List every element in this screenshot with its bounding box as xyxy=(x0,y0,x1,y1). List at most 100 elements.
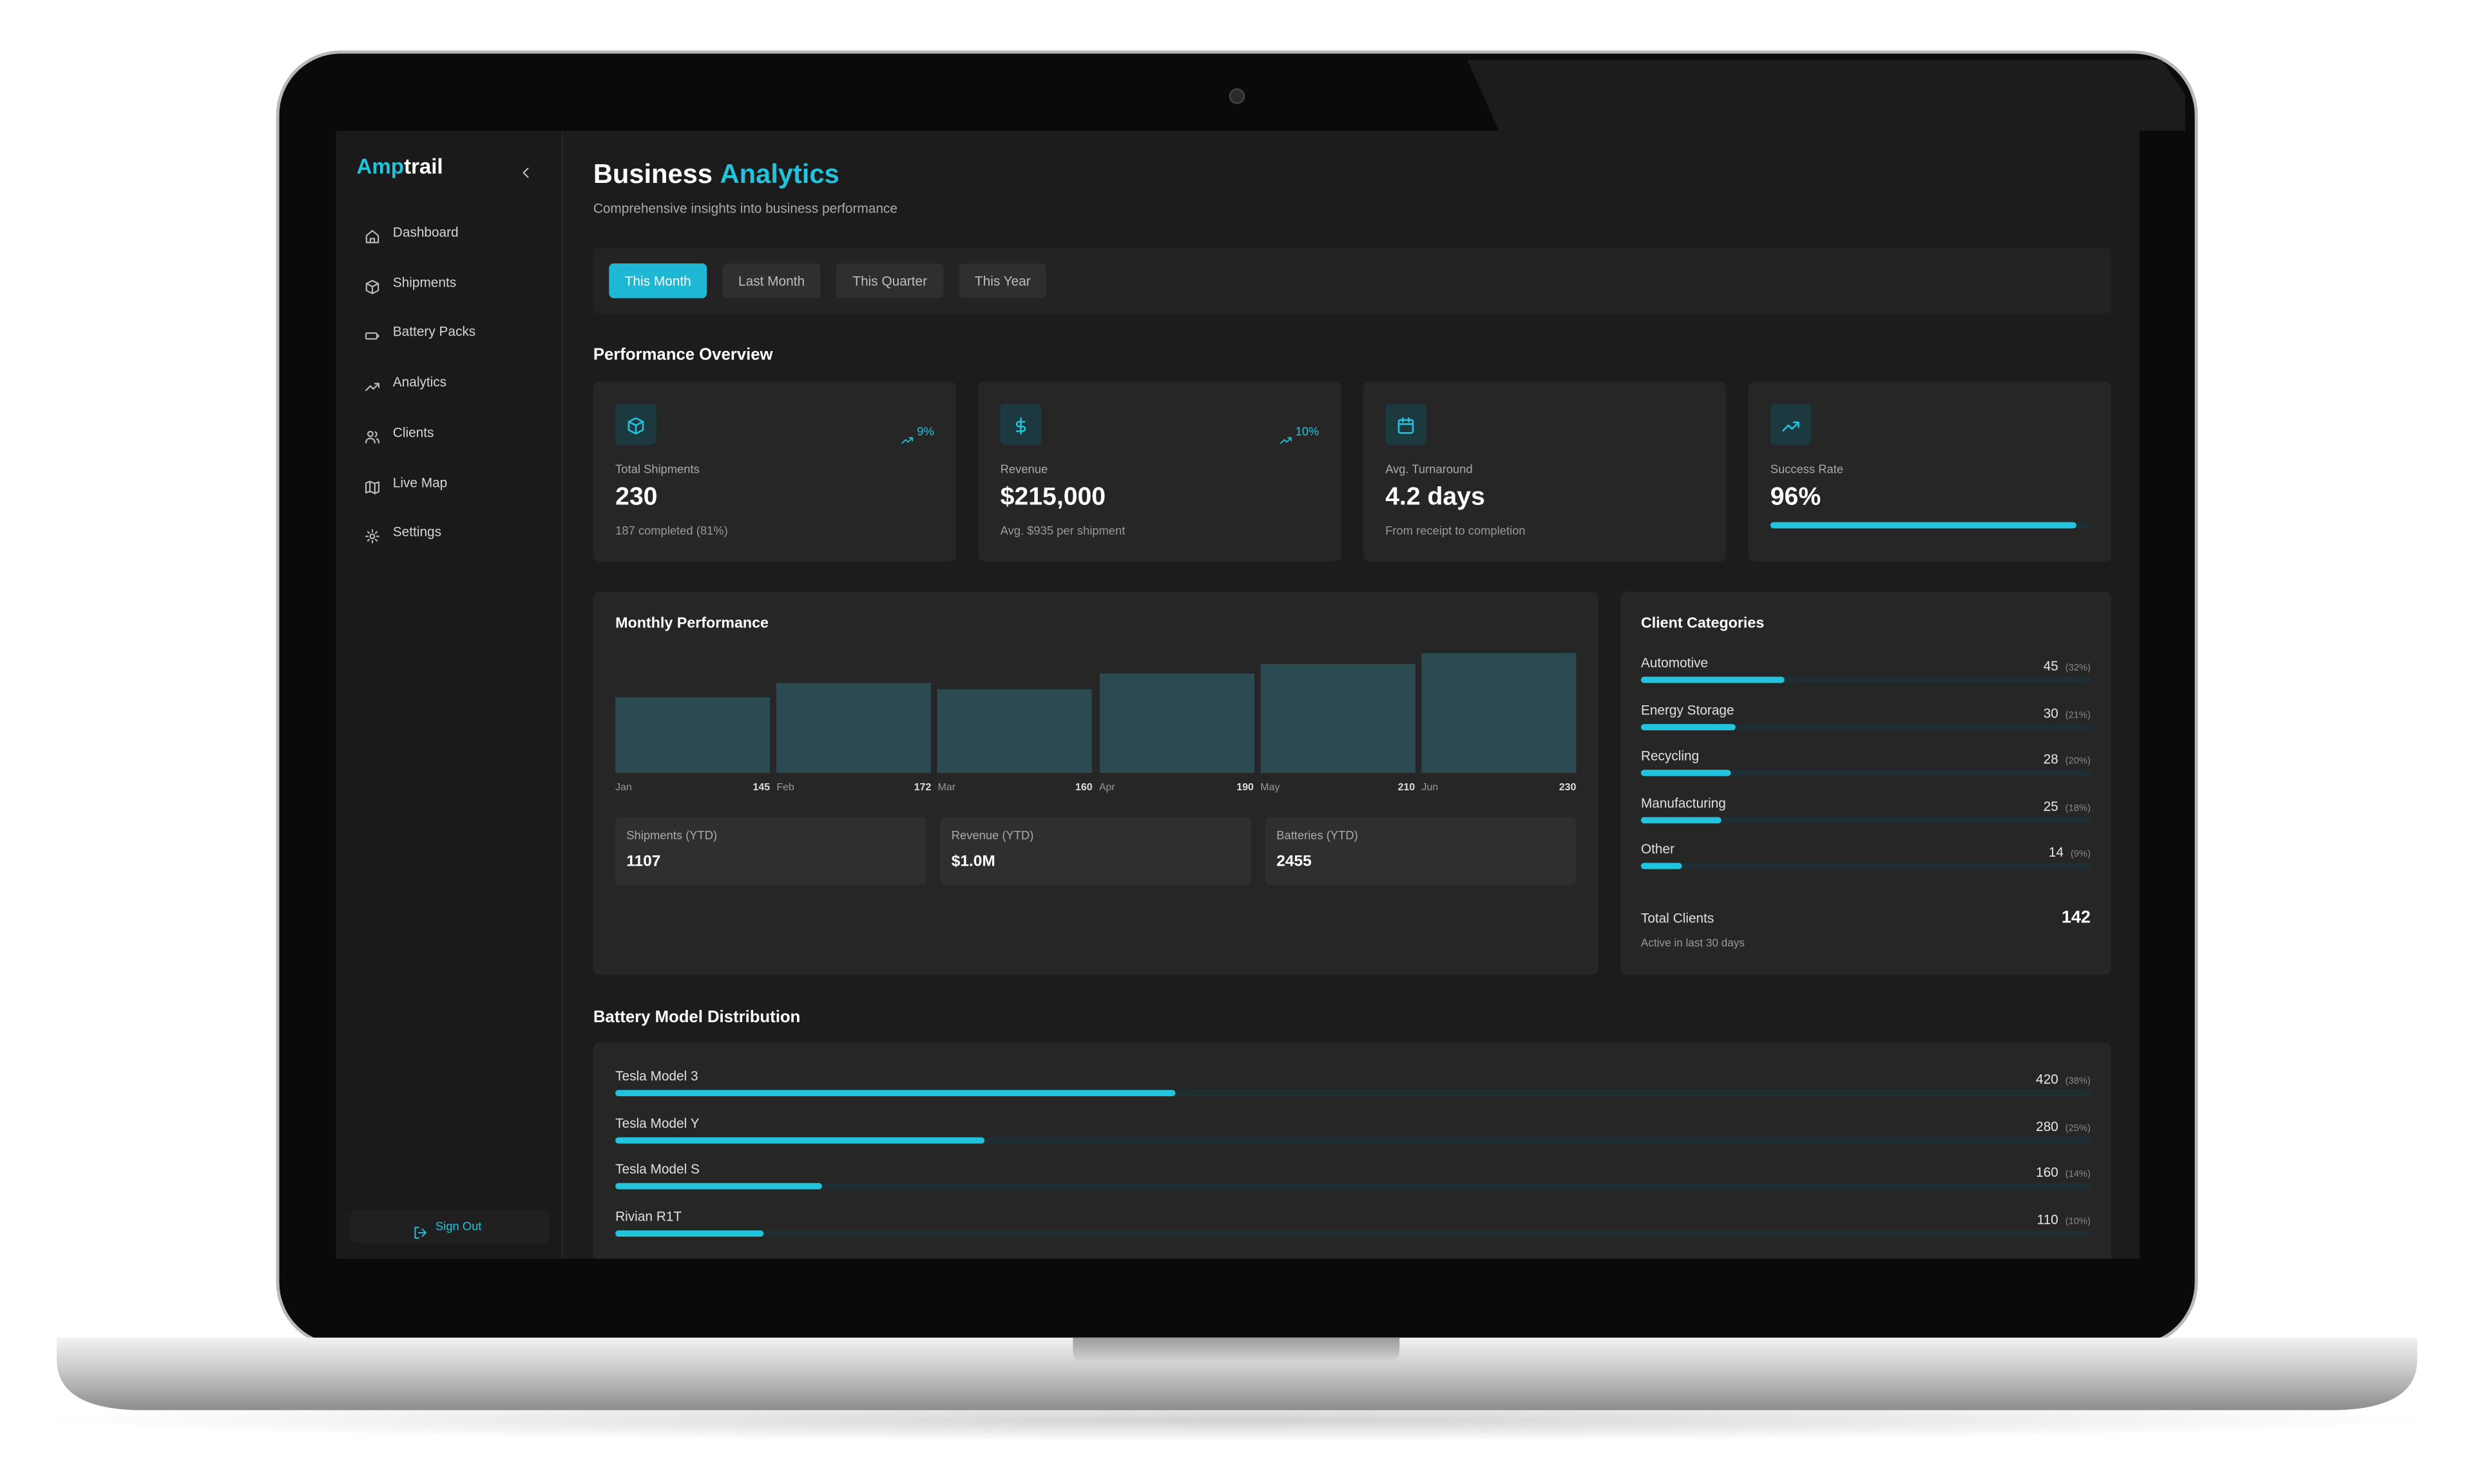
tab[interactable]: This Month xyxy=(609,263,707,298)
month-bar xyxy=(1260,663,1415,773)
row-bar xyxy=(1640,817,1722,823)
trend: 9% xyxy=(901,418,934,444)
notch xyxy=(1073,1337,1400,1363)
row-percent: (21%) xyxy=(2065,710,2091,721)
card-icon xyxy=(1781,415,1800,433)
row-count: 14 xyxy=(2048,844,2064,861)
row-value: 14 (9%) xyxy=(1641,841,2091,865)
brand-prefix: Amp xyxy=(356,155,404,178)
card-label: Revenue xyxy=(1000,462,1048,477)
card-icon xyxy=(1396,415,1415,434)
trend-icon xyxy=(901,426,914,444)
nav-item[interactable]: Settings xyxy=(358,521,544,544)
ytd-box: Revenue (YTD) $1.0M xyxy=(940,817,1252,885)
row-value: 28 (20%) xyxy=(1641,748,2091,772)
row-count: 25 xyxy=(2043,797,2058,814)
row-bar xyxy=(1640,770,1731,777)
nav-icon xyxy=(365,274,380,294)
trend-icon xyxy=(1280,426,1292,444)
tab[interactable]: Last Month xyxy=(722,263,821,298)
row-count: 420 xyxy=(2036,1070,2058,1087)
page-title: Business Analytics xyxy=(593,159,839,191)
row-percent: (20%) xyxy=(2065,757,2091,767)
client-panel: Client Categories Automotive 45 (32%) Energ… xyxy=(1620,591,2111,975)
month-label: Jan xyxy=(615,782,632,794)
metric-card: 10% Revenue $215,000 Avg. $935 per shipment xyxy=(978,381,1341,562)
icon-graphic xyxy=(365,480,379,494)
icon-graphic xyxy=(901,437,914,444)
row-name: Tesla Model 3 xyxy=(615,1067,698,1084)
card-value: $215,000 xyxy=(1000,484,1106,511)
month-value: 160 xyxy=(1075,782,1093,794)
ytd-label: Batteries (YTD) xyxy=(1276,828,1358,842)
nav-label: Analytics xyxy=(392,374,447,390)
title-highlight: Analytics xyxy=(720,159,839,189)
row-percent: (25%) xyxy=(2065,1124,2091,1134)
panel-title: Monthly Performance xyxy=(615,615,769,633)
month-bar xyxy=(1421,652,1577,774)
tab[interactable]: This Year xyxy=(959,263,1046,298)
brand: Amptrail xyxy=(356,155,443,180)
ytd-label: Shipments (YTD) xyxy=(626,828,718,842)
collapse-button[interactable] xyxy=(519,159,533,178)
brand-suffix: trail xyxy=(403,155,443,178)
row-count: 160 xyxy=(2036,1164,2058,1181)
battery-panel: Tesla Model 3 420 (38%) Tesla Model Y 280 (… xyxy=(593,1042,2111,1259)
row-value: 45 (32%) xyxy=(1641,654,2091,678)
nav-item[interactable]: Dashboard xyxy=(358,221,544,243)
row-track xyxy=(615,1090,2091,1097)
tab[interactable]: This Quarter xyxy=(836,263,944,298)
ytd-box: Batteries (YTD) 2455 xyxy=(1265,817,1577,885)
row-percent: (32%) xyxy=(2065,664,2091,674)
metric-card: Success Rate 96% xyxy=(1748,381,2111,562)
card-label: Success Rate xyxy=(1770,462,1844,477)
nav-icon xyxy=(365,374,380,392)
nav-icon xyxy=(365,474,380,494)
card-label: Avg. Turnaround xyxy=(1385,462,1473,477)
month-value: 172 xyxy=(914,782,932,794)
row-track xyxy=(615,1136,2091,1143)
card-icon-box xyxy=(1770,403,1812,445)
icon-graphic xyxy=(1015,417,1026,435)
sign-out-button[interactable]: Sign Out xyxy=(350,1210,550,1243)
title-prefix: Business xyxy=(593,159,713,189)
icon-graphic xyxy=(365,332,379,341)
ytd-value: 1107 xyxy=(626,853,661,871)
month-value: 210 xyxy=(1397,782,1415,794)
nav-label: Clients xyxy=(392,424,434,440)
progress-fill xyxy=(1770,522,2076,529)
nav-label: Settings xyxy=(392,524,442,540)
nav-item[interactable]: Live Map xyxy=(358,471,544,494)
ytd-box: Shipments (YTD) 1107 xyxy=(615,817,926,885)
icon-graphic xyxy=(1397,417,1414,434)
nav-item[interactable]: Battery Packs xyxy=(358,321,544,343)
icon-graphic xyxy=(365,430,379,444)
month-value: 145 xyxy=(753,782,771,794)
nav-item[interactable]: Shipments xyxy=(358,271,544,294)
card-value: 4.2 days xyxy=(1385,484,1485,511)
month-label: Jun xyxy=(1421,782,1439,794)
sign-out-icon xyxy=(414,1219,428,1239)
panel-title: Client Categories xyxy=(1640,615,1765,633)
icon-graphic xyxy=(365,529,379,544)
row-percent: (9%) xyxy=(2070,850,2091,861)
month-bar xyxy=(937,689,1093,773)
row-track xyxy=(615,1183,2091,1190)
row-percent: (14%) xyxy=(2065,1170,2091,1181)
nav-label: Live Map xyxy=(392,473,448,490)
icon-graphic xyxy=(523,167,529,178)
nav-item[interactable]: Analytics xyxy=(358,371,544,393)
row-value: 160 (14%) xyxy=(615,1161,2091,1185)
nav-item[interactable]: Clients xyxy=(358,421,544,444)
total-label: Total Clients xyxy=(1640,910,1714,926)
row-name: Other xyxy=(1640,841,1675,857)
row-name: Manufacturing xyxy=(1640,794,1726,811)
card-label: Total Shipments xyxy=(615,462,700,477)
icon-graphic xyxy=(1280,437,1292,444)
monthly-panel: Monthly Performance Jan 145 Feb 172 Mar 160 Apr… xyxy=(593,591,1598,975)
section-title: Performance Overview xyxy=(593,345,773,365)
sidebar: Amptrail Dashboard Shipments Battery Packs A… xyxy=(336,131,564,1259)
row-track xyxy=(1640,723,2091,730)
month-label: Mar xyxy=(937,782,956,794)
